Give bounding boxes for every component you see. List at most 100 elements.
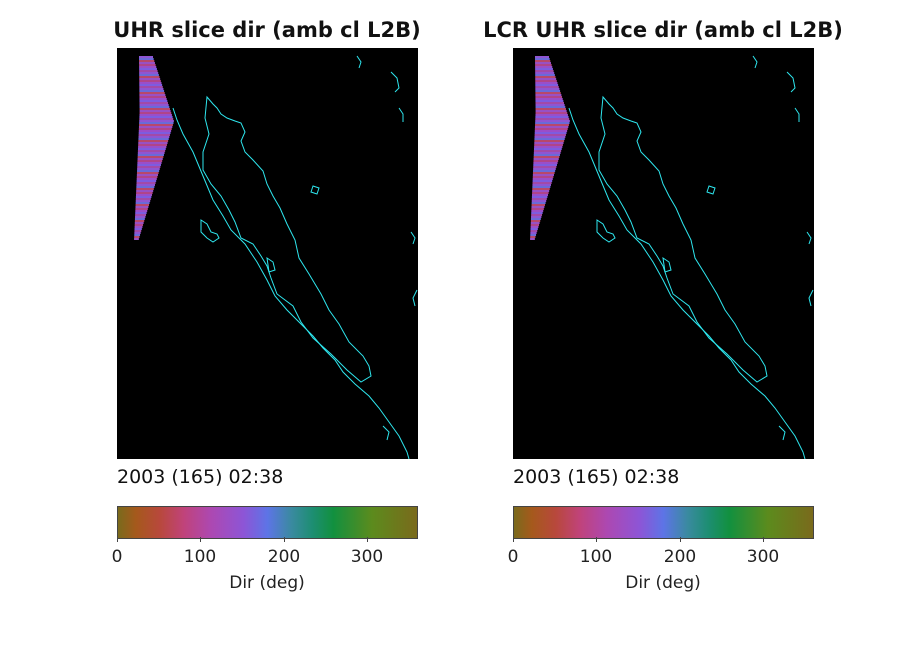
left-swath-stripe — [138, 140, 169, 142]
left-swath-stripe — [139, 94, 166, 96]
right-timestamp: 2003 (165) 02:38 — [513, 466, 680, 488]
right-swath-stripe — [531, 212, 543, 214]
left-swath-stripe — [139, 84, 163, 86]
left-colorbar-tick-200 — [284, 537, 285, 542]
right-swath-stripe — [535, 76, 556, 78]
left-panel-title: UHR slice dir (amb cl L2B) — [113, 18, 421, 42]
left-swath-stripe — [139, 72, 159, 74]
left-swath-stripe — [136, 182, 156, 184]
left-colorbar-tick-100 — [200, 537, 201, 542]
right-swath-stripe — [532, 186, 551, 188]
right-swath-stripe — [533, 156, 560, 158]
right-swath-stripe — [533, 162, 558, 164]
left-swath-stripe — [137, 168, 160, 170]
right-coastline-segment-2 — [596, 219, 616, 243]
right-swath-stripe — [534, 136, 566, 138]
left-coastline-segment-6 — [390, 71, 400, 93]
left-coastline-segment-5 — [356, 55, 362, 69]
left-coastline-segment-4 — [310, 185, 320, 195]
right-swath-stripe — [535, 124, 569, 126]
left-swath-stripe — [136, 174, 158, 176]
left-wind-swath — [134, 56, 174, 240]
left-swath-stripe — [137, 160, 163, 162]
right-swath-stripe — [533, 168, 556, 170]
right-swath-stripe — [535, 68, 553, 70]
left-swath-stripe — [139, 58, 154, 60]
left-swath-stripe — [137, 156, 164, 158]
left-timestamp: 2003 (165) 02:38 — [117, 466, 284, 488]
right-swath-stripe — [535, 74, 555, 76]
left-swath-stripe — [137, 170, 160, 172]
right-swath-stripe — [534, 132, 567, 134]
right-swath-stripe — [531, 198, 547, 200]
right-swath-stripe — [534, 148, 562, 150]
left-coastline-segment-3 — [266, 256, 276, 273]
right-swath-stripe — [535, 66, 553, 68]
right-swath-stripe — [535, 62, 551, 64]
left-swath-stripe — [136, 190, 154, 192]
left-swath-stripe — [137, 154, 164, 156]
right-swath-stripe — [535, 110, 567, 112]
left-swath-stripe — [137, 152, 165, 154]
left-swath-stripe — [139, 122, 174, 124]
left-swath-stripe — [134, 238, 139, 240]
left-swath-stripe — [138, 138, 169, 140]
right-swath-stripe — [532, 178, 553, 180]
left-swath-stripe — [137, 162, 162, 164]
right-swath-stripe — [530, 224, 540, 226]
right-coastline-segment-3 — [662, 256, 672, 273]
right-coastline-segment-9 — [808, 289, 814, 307]
right-swath-stripe — [535, 78, 557, 80]
right-swath-stripe — [534, 130, 568, 132]
right-coastline-segment-10 — [778, 425, 786, 441]
right-colorbar-label: Dir (deg) — [625, 573, 701, 593]
right-swath-stripe — [535, 82, 558, 84]
right-swath-stripe — [535, 72, 555, 74]
right-swath-stripe — [530, 222, 540, 224]
right-swath-stripe — [532, 194, 548, 196]
right-swath-stripe — [535, 112, 568, 114]
left-colorbar-label: Dir (deg) — [229, 573, 305, 593]
left-swath-stripe — [137, 164, 161, 166]
right-swath-stripe — [535, 84, 559, 86]
left-swath-stripe — [139, 96, 167, 98]
right-swath-stripe — [535, 100, 564, 102]
left-swath-stripe — [139, 82, 162, 84]
left-colorbar-tick-0 — [117, 537, 118, 542]
left-swath-stripe — [137, 150, 166, 152]
left-swath-stripe — [136, 178, 157, 180]
left-swath-stripe — [134, 224, 144, 226]
left-swath-stripe — [135, 202, 150, 204]
left-swath-stripe — [138, 130, 172, 132]
left-swath-stripe — [138, 146, 167, 148]
right-swath-stripe — [530, 220, 541, 222]
right-swath-stripe — [531, 210, 544, 212]
left-swath-stripe — [139, 118, 174, 120]
left-coastline-segment-0 — [202, 95, 372, 383]
left-coastline — [172, 55, 418, 459]
left-swath-stripe — [139, 112, 172, 114]
left-swath-stripe — [139, 74, 159, 76]
left-swath-stripe — [138, 132, 171, 134]
right-swath-stripe — [530, 232, 537, 234]
left-colorbar-tick-label-200: 200 — [267, 547, 301, 567]
right-map-axes — [513, 48, 814, 459]
right-swath-stripe — [534, 126, 569, 128]
right-colorbar-tick-100 — [596, 537, 597, 542]
left-swath-stripe — [136, 184, 155, 186]
right-swath-stripe — [535, 122, 570, 124]
right-swath-stripe — [535, 108, 566, 110]
left-swath-stripe — [136, 172, 159, 174]
right-swath-stripe — [535, 116, 569, 118]
left-swath-stripe — [138, 144, 167, 146]
right-swath-stripe — [530, 228, 538, 230]
right-swath-stripe — [535, 102, 564, 104]
left-swath-stripe — [134, 236, 140, 238]
left-coastline-segment-9 — [412, 289, 418, 307]
left-swath-stripe — [139, 60, 155, 62]
left-swath-stripe — [139, 98, 167, 100]
left-swath-stripe — [134, 220, 145, 222]
right-swath-stripe — [531, 216, 542, 218]
right-swath-stripe — [535, 90, 561, 92]
left-swath-stripe — [139, 66, 157, 68]
